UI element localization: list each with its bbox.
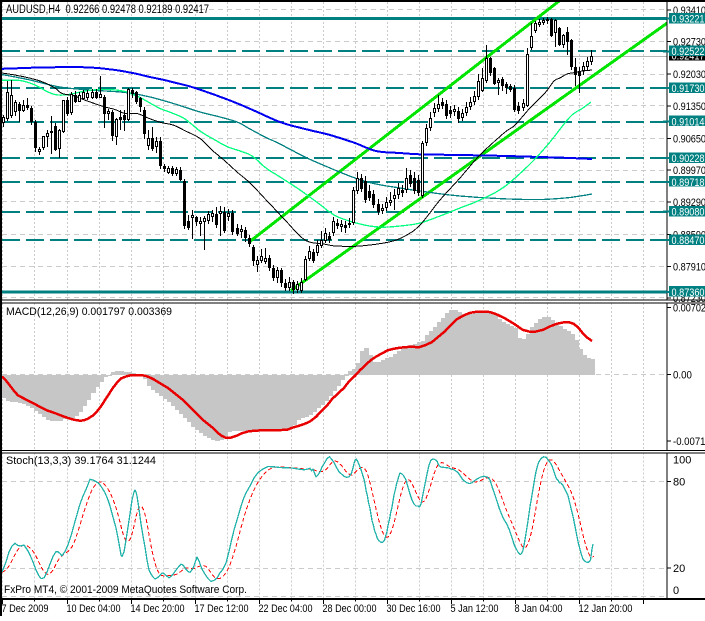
svg-text:0.91014: 0.91014	[672, 117, 705, 129]
svg-text:AUDUSD,H4 0.92266 0.92478 0.9: AUDUSD,H4 0.92266 0.92478 0.92189 0.9241…	[6, 4, 209, 16]
svg-text:0.89080: 0.89080	[672, 207, 705, 219]
svg-text:Stoch(13,3,3) 39.1764 31.1244: Stoch(13,3,3) 39.1764 31.1244	[6, 455, 156, 467]
svg-text:17 Dec 12:00: 17 Dec 12:00	[195, 603, 249, 615]
svg-text:0.87910: 0.87910	[673, 261, 705, 273]
svg-text:12 Jan 20:00: 12 Jan 20:00	[579, 603, 633, 615]
svg-text:0.88470: 0.88470	[672, 235, 705, 247]
svg-text:20: 20	[673, 563, 685, 575]
svg-text:0: 0	[673, 585, 679, 597]
svg-text:100: 100	[673, 455, 691, 467]
svg-text:7 Dec 2009: 7 Dec 2009	[2, 603, 49, 615]
svg-text:14 Dec 20:00: 14 Dec 20:00	[131, 603, 185, 615]
svg-text:FxPro MT4, © 2001-2009 MetaQuo: FxPro MT4, © 2001-2009 MetaQuotes Softwa…	[4, 584, 247, 596]
svg-text:0.90650: 0.90650	[673, 134, 705, 146]
svg-text:5 Jan 12:00: 5 Jan 12:00	[451, 603, 499, 615]
svg-text:0.92522: 0.92522	[672, 46, 705, 58]
svg-text:28 Dec 00:00: 28 Dec 00:00	[323, 603, 377, 615]
svg-text:0.89970: 0.89970	[673, 165, 705, 177]
svg-text:22 Dec 04:00: 22 Dec 04:00	[259, 603, 313, 615]
svg-text:30 Dec 16:00: 30 Dec 16:00	[387, 603, 441, 615]
svg-text:0.93221: 0.93221	[672, 14, 705, 26]
svg-text:0.91350: 0.91350	[673, 101, 705, 113]
svg-text:8 Jan 04:00: 8 Jan 04:00	[515, 603, 563, 615]
svg-text:0.89718: 0.89718	[672, 177, 705, 189]
svg-text:0.00702: 0.00702	[673, 303, 705, 315]
svg-text:-0.00716: -0.00716	[673, 436, 705, 448]
svg-text:0.90228: 0.90228	[672, 153, 705, 165]
svg-text:0.00: 0.00	[673, 370, 692, 382]
svg-text:0.87360: 0.87360	[672, 287, 705, 299]
svg-text:MACD(12,26,9) 0.001797 0.00336: MACD(12,26,9) 0.001797 0.003369	[6, 306, 172, 318]
svg-text:10 Dec 04:00: 10 Dec 04:00	[67, 603, 121, 615]
svg-text:0.91730: 0.91730	[672, 83, 705, 95]
svg-text:80: 80	[673, 476, 685, 488]
svg-text:0.92030: 0.92030	[673, 69, 705, 81]
